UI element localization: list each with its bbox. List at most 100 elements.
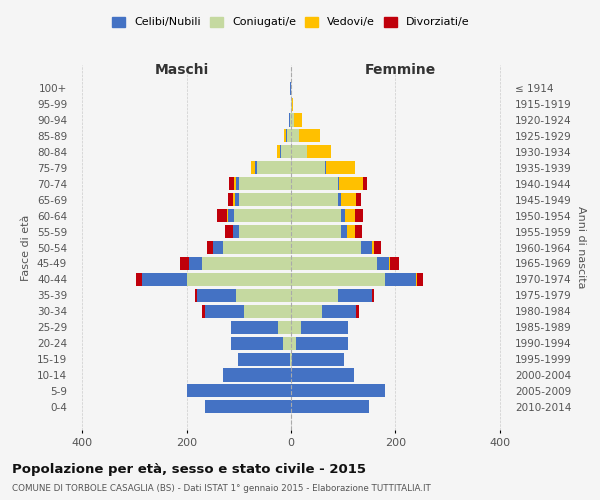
Bar — [205, 304, 244, 318]
Bar — [301, 320, 349, 334]
Bar — [227, 209, 229, 222]
Bar — [213, 241, 223, 254]
Bar — [296, 336, 349, 349]
Bar — [372, 241, 374, 254]
Bar — [257, 162, 291, 174]
Bar — [326, 162, 355, 174]
Bar — [355, 225, 362, 238]
Bar — [233, 177, 236, 190]
Bar — [281, 146, 291, 158]
Bar — [389, 257, 390, 270]
Bar — [291, 352, 292, 366]
Bar — [206, 241, 213, 254]
Bar — [228, 193, 233, 206]
Bar — [235, 193, 239, 206]
Text: Femmine: Femmine — [365, 63, 436, 77]
Bar — [231, 336, 283, 349]
Bar — [205, 400, 291, 413]
Bar — [291, 98, 292, 110]
Bar — [202, 304, 205, 318]
Bar — [291, 193, 338, 206]
Bar — [284, 130, 286, 142]
Text: COMUNE DI TORBOLE CASAGLIA (BS) - Dati ISTAT 1° gennaio 2015 - Elaborazione TUTT: COMUNE DI TORBOLE CASAGLIA (BS) - Dati I… — [12, 484, 431, 493]
Bar — [291, 225, 341, 238]
Bar — [187, 273, 291, 286]
Bar — [291, 241, 361, 254]
Bar — [292, 98, 293, 110]
Bar — [291, 209, 341, 222]
Bar — [202, 257, 291, 270]
Bar — [361, 241, 372, 254]
Bar — [233, 193, 235, 206]
Bar — [233, 225, 239, 238]
Bar — [294, 114, 302, 126]
Bar — [307, 146, 331, 158]
Bar — [291, 162, 325, 174]
Bar — [291, 289, 338, 302]
Bar — [345, 209, 355, 222]
Bar — [356, 193, 361, 206]
Bar — [287, 130, 291, 142]
Bar — [251, 162, 254, 174]
Bar — [417, 273, 424, 286]
Bar — [372, 289, 374, 302]
Bar — [338, 193, 341, 206]
Bar — [244, 304, 291, 318]
Bar — [238, 352, 290, 366]
Bar — [290, 114, 291, 126]
Bar — [239, 177, 291, 190]
Bar — [291, 257, 377, 270]
Bar — [291, 130, 299, 142]
Bar — [416, 273, 417, 286]
Bar — [341, 193, 356, 206]
Bar — [291, 384, 385, 398]
Bar — [290, 352, 291, 366]
Legend: Celibi/Nubili, Coniugati/e, Vedovi/e, Divorziati/e: Celibi/Nubili, Coniugati/e, Vedovi/e, Di… — [108, 12, 474, 32]
Bar — [291, 304, 322, 318]
Bar — [291, 177, 338, 190]
Bar — [223, 368, 291, 382]
Bar — [233, 209, 291, 222]
Bar — [239, 193, 291, 206]
Bar — [338, 177, 340, 190]
Bar — [291, 368, 353, 382]
Bar — [340, 177, 363, 190]
Bar — [347, 225, 355, 238]
Bar — [356, 304, 359, 318]
Bar — [291, 273, 385, 286]
Bar — [390, 257, 400, 270]
Bar — [236, 289, 291, 302]
Bar — [299, 130, 320, 142]
Bar — [325, 162, 326, 174]
Bar — [363, 177, 367, 190]
Bar — [236, 177, 239, 190]
Bar — [180, 257, 190, 270]
Bar — [292, 352, 344, 366]
Bar — [229, 177, 233, 190]
Text: Popolazione per età, sesso e stato civile - 2015: Popolazione per età, sesso e stato civil… — [12, 462, 366, 475]
Bar — [355, 209, 363, 222]
Bar — [385, 273, 416, 286]
Y-axis label: Fasce di età: Fasce di età — [22, 214, 31, 280]
Bar — [291, 146, 307, 158]
Bar — [278, 320, 291, 334]
Bar — [231, 320, 278, 334]
Bar — [142, 273, 187, 286]
Bar — [283, 336, 291, 349]
Bar — [223, 241, 291, 254]
Bar — [341, 209, 345, 222]
Bar — [374, 241, 380, 254]
Bar — [187, 384, 291, 398]
Bar — [254, 162, 257, 174]
Bar — [239, 225, 291, 238]
Bar — [197, 289, 236, 302]
Bar — [190, 257, 202, 270]
Bar — [341, 225, 347, 238]
Bar — [291, 400, 369, 413]
Bar — [277, 146, 280, 158]
Y-axis label: Anni di nascita: Anni di nascita — [575, 206, 586, 289]
Bar — [291, 320, 301, 334]
Bar — [322, 304, 356, 318]
Bar — [225, 225, 233, 238]
Bar — [291, 336, 296, 349]
